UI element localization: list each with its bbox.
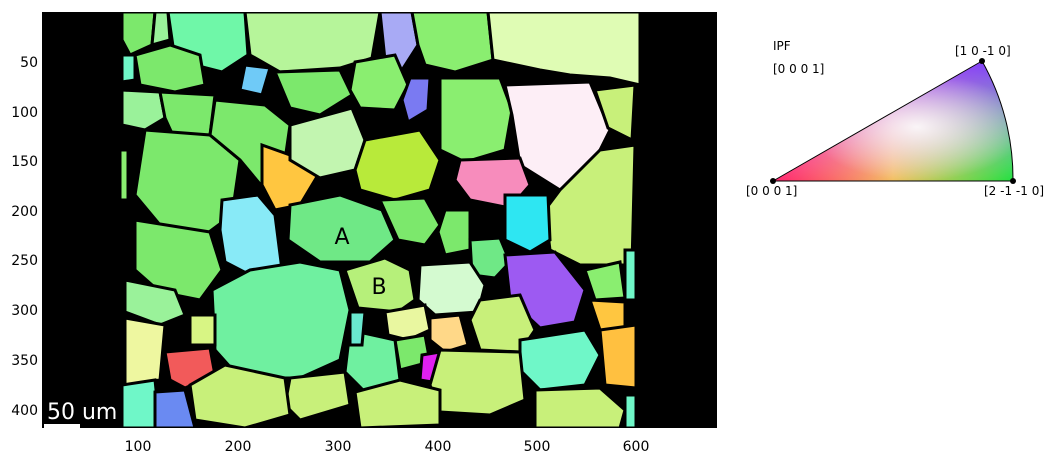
grain [120,88,167,132]
y-tick: 150 [11,154,38,170]
grain [348,53,410,112]
grain [623,248,638,302]
grain [518,328,602,392]
y-tick: 250 [11,253,38,269]
y-tick: 50 [20,55,38,71]
grain [410,12,495,74]
grain [486,12,642,87]
ipf-reference-direction: [0 0 0 1] [773,62,824,76]
ipf-corner-top-dot [979,58,985,64]
grain [353,128,442,202]
grain [133,43,207,94]
grain [238,63,272,97]
grain [598,323,638,390]
grain [348,310,367,347]
grain [286,193,397,264]
ipf-corner-left-label: [0 0 0 1] [746,184,797,198]
scale-bar [44,424,80,428]
grains [118,12,642,428]
grain [438,76,514,164]
grain [533,386,627,428]
grain [153,388,197,428]
grain [353,378,442,428]
scale-bar-label: 50 um [47,400,117,425]
grain [150,12,172,48]
grain [123,316,167,387]
y-axis: 50 100 150 200 250 300 350 400 [11,55,38,419]
x-tick: 100 [125,439,152,455]
x-tick: 400 [425,439,452,455]
grain [123,278,187,327]
x-tick: 200 [225,439,252,455]
y-tick: 350 [11,353,38,369]
y-tick: 100 [11,105,38,121]
grain [343,256,417,314]
y-tick: 200 [11,204,38,220]
ipf-corner-right-dot [1010,178,1016,184]
grain [133,218,224,302]
ipf-title: IPF [773,39,791,53]
grain [592,83,637,143]
grain [243,12,382,74]
ipf-corner-top-label: [1 0 -1 0] [955,44,1011,58]
y-tick: 400 [11,403,38,419]
grain [188,313,217,347]
grain [428,348,527,417]
grain [120,53,137,84]
grain [503,193,552,254]
x-tick: 600 [623,439,650,455]
ipf-color-key [771,60,1014,182]
grain [118,148,130,202]
x-axis: 100 200 300 400 500 600 [125,439,650,455]
ipf-corner-left-dot [770,178,776,184]
grain [272,68,354,117]
y-tick: 300 [11,303,38,319]
grain [188,363,292,428]
x-tick: 500 [524,439,551,455]
ipf-corner-right-label: [2 -1 -1 0] [984,184,1044,198]
grain [428,313,470,354]
grain [623,393,638,428]
grain [400,76,432,125]
grain [377,196,442,247]
grain-label-b: B [371,275,386,300]
grain [120,12,157,57]
x-tick: 300 [325,439,352,455]
grain [120,378,162,428]
grain [436,208,472,257]
grain [210,260,352,380]
grain-label-a: A [334,225,349,250]
orientation-map: A B 50 um [42,12,717,428]
ipf-legend: IPF [0 0 0 1] [1 0 -1 0] [0 0 0 1] [2 -1… [746,39,1044,198]
